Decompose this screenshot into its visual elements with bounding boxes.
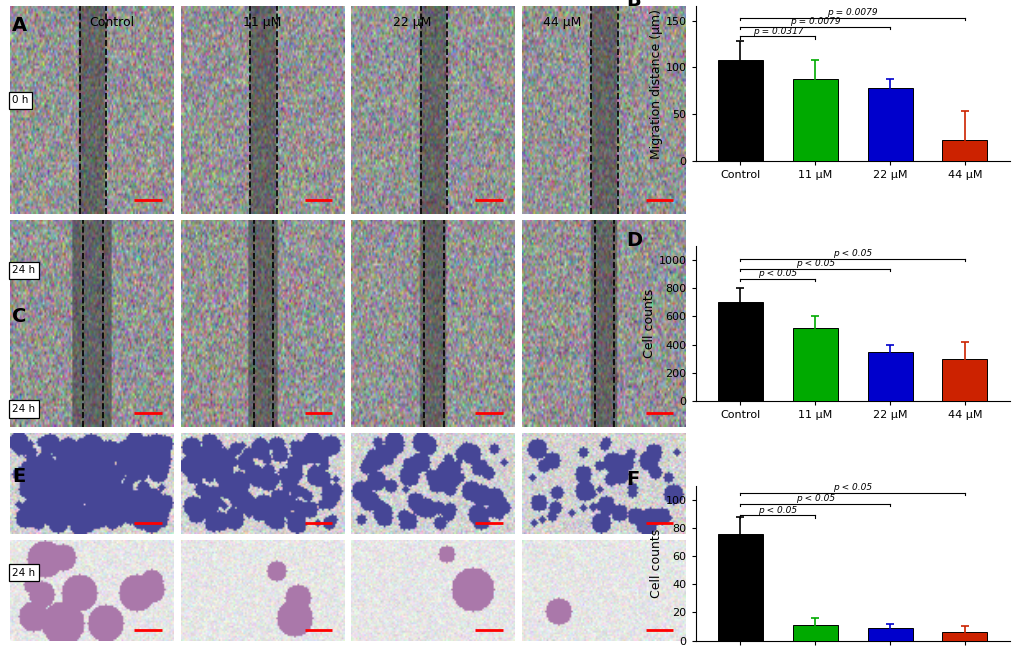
Bar: [792, 625, 837, 641]
Text: 24 h: 24 h: [12, 404, 36, 414]
Text: C: C: [12, 307, 26, 326]
Bar: [792, 328, 837, 401]
Text: 24 h: 24 h: [12, 265, 36, 276]
Text: p < 0.05: p < 0.05: [833, 483, 871, 492]
Bar: [792, 79, 837, 161]
Bar: [867, 88, 912, 161]
Y-axis label: Migration distance (μm): Migration distance (μm): [649, 9, 662, 159]
Text: F: F: [626, 470, 639, 489]
Text: D: D: [626, 231, 642, 250]
Text: 11 μM: 11 μM: [243, 16, 281, 29]
Text: p = 0.0079: p = 0.0079: [789, 17, 840, 27]
Text: 0 h: 0 h: [12, 95, 29, 105]
Y-axis label: Cell counts: Cell counts: [649, 529, 662, 598]
Bar: [867, 351, 912, 401]
Bar: [717, 534, 762, 641]
Text: A: A: [12, 16, 28, 35]
Text: p < 0.05: p < 0.05: [795, 259, 834, 268]
Text: 22 μM: 22 μM: [392, 16, 431, 29]
Bar: [942, 632, 986, 641]
Text: p < 0.05: p < 0.05: [757, 269, 797, 278]
Text: E: E: [12, 467, 25, 486]
Text: p = 0.0079: p = 0.0079: [826, 8, 877, 17]
Y-axis label: Cell counts: Cell counts: [642, 289, 655, 358]
Text: p < 0.05: p < 0.05: [833, 249, 871, 258]
Text: B: B: [626, 0, 641, 10]
Text: p < 0.05: p < 0.05: [795, 494, 834, 503]
Bar: [942, 359, 986, 401]
Text: p < 0.05: p < 0.05: [757, 506, 797, 514]
Bar: [867, 628, 912, 641]
Text: 24 h: 24 h: [12, 567, 36, 578]
Bar: [717, 302, 762, 401]
Bar: [717, 60, 762, 161]
Text: Control: Control: [89, 16, 135, 29]
Text: p = 0.0317: p = 0.0317: [752, 27, 802, 36]
Bar: [942, 140, 986, 161]
Text: 44 μM: 44 μM: [543, 16, 581, 29]
